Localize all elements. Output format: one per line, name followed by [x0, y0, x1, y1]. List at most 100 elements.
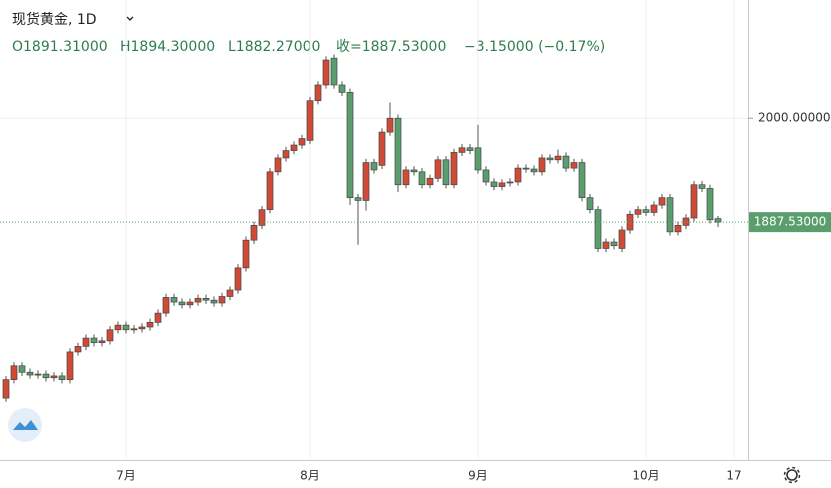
candle-body: [442, 159, 450, 186]
settings-icon[interactable]: [783, 466, 801, 484]
candle-body: [98, 340, 106, 344]
candle-body: [434, 159, 442, 179]
candle-body: [186, 301, 194, 306]
x-tick-label: 8月: [300, 469, 320, 483]
candle-body: [274, 157, 282, 173]
candle-body: [82, 337, 90, 347]
candle-body: [18, 365, 26, 373]
candle-body: [66, 351, 74, 380]
title-chevron[interactable]: [126, 16, 134, 21]
y-tick-label: 2000.00000: [758, 111, 831, 125]
candle-body: [138, 326, 146, 330]
candle-body: [34, 373, 42, 376]
candle-body: [258, 209, 266, 226]
ohlc-value: O1891.31000: [12, 39, 108, 55]
candle-body: [74, 346, 82, 353]
candle-body: [610, 241, 618, 247]
candle-body: [330, 57, 338, 86]
candle-body: [250, 225, 258, 241]
candle-body: [618, 229, 626, 249]
candle-body: [458, 147, 466, 153]
x-tick-label: 7月: [116, 469, 136, 483]
candle-body: [218, 296, 226, 304]
candle-body: [106, 329, 114, 342]
ohlc-value: 收=1887.53000: [336, 39, 446, 55]
x-tick-label: 17: [726, 469, 741, 483]
candle-body: [706, 188, 714, 221]
candle-body: [298, 138, 306, 146]
candle-body: [402, 169, 410, 186]
candle-body: [698, 184, 706, 189]
candle-body: [170, 297, 178, 303]
candle-body: [362, 162, 370, 201]
candle-body: [114, 324, 122, 331]
candle-body: [162, 297, 170, 314]
ohlc-value: −3.15000 (−0.17%): [464, 39, 605, 55]
candle-body: [474, 147, 482, 171]
candle-body: [554, 155, 562, 161]
candle-body: [146, 322, 154, 328]
candle-body: [514, 167, 522, 183]
price-label-bg: [749, 212, 831, 233]
candle-body: [394, 117, 402, 186]
candle-body: [50, 375, 58, 379]
candle-body: [410, 169, 418, 173]
candle-body: [122, 324, 130, 331]
candle-body: [634, 209, 642, 215]
candle-body: [586, 197, 594, 211]
candle-body: [522, 167, 530, 170]
candle-body: [546, 157, 554, 161]
candle-body: [314, 84, 322, 102]
candle-body: [234, 267, 242, 291]
candle-body: [178, 301, 186, 306]
x-tick-label: 9月: [468, 469, 488, 483]
candle-body: [194, 298, 202, 303]
candle-body: [570, 162, 578, 169]
candle-body: [426, 177, 434, 186]
candle-body: [10, 365, 18, 380]
candle-body: [378, 131, 386, 166]
candle-body: [306, 100, 314, 141]
candle-body: [538, 157, 546, 173]
candle-body: [226, 289, 234, 297]
candle-body: [666, 197, 674, 233]
candle-body: [650, 204, 658, 213]
candle-body: [466, 147, 474, 151]
candle-body: [418, 171, 426, 186]
candle-body: [578, 162, 586, 199]
candle-body: [690, 184, 698, 219]
candle-body: [602, 241, 610, 249]
candle-body: [26, 371, 34, 376]
candle-body: [714, 218, 722, 223]
candle-body: [674, 225, 682, 233]
chart-title: 现货黄金, 1D: [12, 11, 97, 28]
candle-body: [322, 59, 330, 86]
candle-body: [42, 373, 50, 379]
candle-body: [90, 337, 98, 344]
candle-body: [498, 182, 506, 187]
candle-body: [506, 181, 514, 184]
candle-body: [530, 168, 538, 173]
candle-body: [282, 150, 290, 159]
candle-body: [642, 209, 650, 213]
candle-body: [346, 92, 354, 199]
candle-body: [482, 169, 490, 183]
price-label: 1887.53000: [754, 215, 827, 229]
candle-body: [266, 171, 274, 211]
candle-body: [594, 209, 602, 249]
logo[interactable]: [8, 408, 42, 442]
ohlc-value: L1882.27000: [228, 39, 320, 55]
ohlc-value: H1894.30000: [120, 39, 215, 55]
candle-body: [562, 155, 570, 169]
candle-body: [210, 299, 218, 304]
candle-body: [58, 375, 66, 380]
candle-body: [354, 197, 362, 201]
candle-body: [290, 144, 298, 151]
candle-body: [202, 298, 210, 301]
candle-body: [370, 162, 378, 171]
x-tick-label: 10月: [632, 469, 659, 483]
